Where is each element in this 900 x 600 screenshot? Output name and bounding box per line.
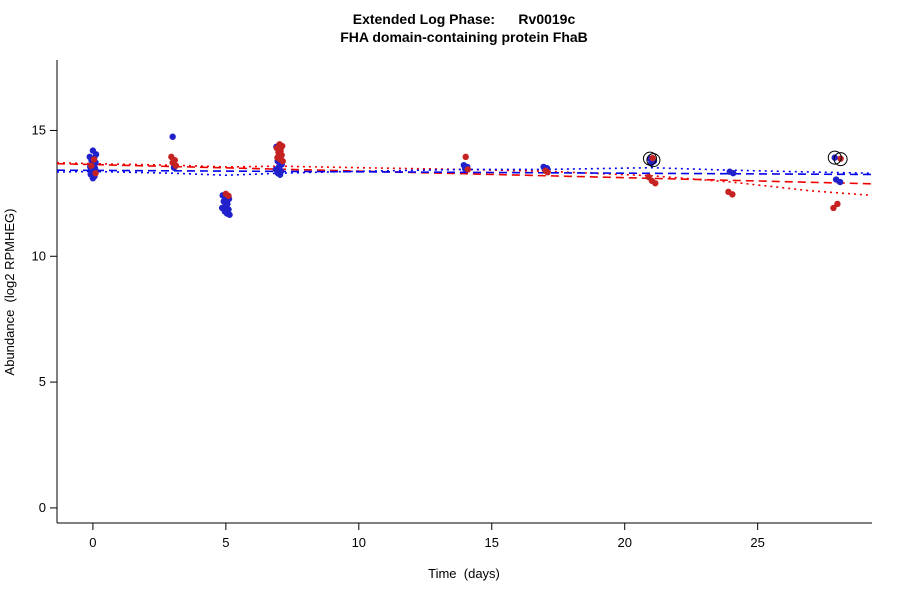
red-data-point <box>172 162 180 169</box>
red-data-point <box>90 156 98 163</box>
chart-title: Extended Log Phase: Rv0019c <box>353 11 576 27</box>
blue-data-point <box>226 211 233 218</box>
blue-data-point <box>836 178 844 186</box>
x-tick-label: 25 <box>750 535 764 550</box>
red-data-point <box>462 153 469 161</box>
outlier-circles <box>642 150 848 168</box>
x-tick-label: 0 <box>89 535 96 550</box>
red-data-point <box>837 155 844 162</box>
red-data-point <box>830 204 837 212</box>
red-loess-fit <box>56 161 873 197</box>
x-tick-label: 10 <box>352 535 366 550</box>
red-data-point <box>88 162 95 169</box>
x-tick-label: 20 <box>617 535 631 550</box>
y-tick-label: 5 <box>39 374 46 389</box>
red-data-point <box>279 157 286 165</box>
red-linear-fit <box>56 162 873 185</box>
red-data-point <box>834 200 841 208</box>
blue-data-point <box>169 133 176 140</box>
x-axis-label: Time (days) <box>428 566 500 581</box>
x-tick-label: 15 <box>485 535 499 550</box>
y-tick-label: 15 <box>32 122 46 137</box>
red-data-point <box>729 191 736 198</box>
y-axis-label: Abundance (log2 RPMHEG) <box>2 209 17 376</box>
y-tick-label: 10 <box>32 248 46 263</box>
y-tick-label: 0 <box>39 500 46 515</box>
blue-loess-fit <box>56 166 873 177</box>
red-data-point <box>464 166 472 173</box>
outlier-circle <box>827 150 842 165</box>
axes: 0 5 10 15 20 25 0 5 10 15 <box>32 60 872 550</box>
blue-data-point <box>276 171 284 178</box>
x-tick-label: 5 <box>222 535 229 550</box>
blue-data-point <box>729 170 737 177</box>
red-data-point <box>544 169 551 176</box>
red-data-point <box>92 170 99 177</box>
blue-data-point <box>89 175 97 182</box>
data-points <box>86 133 844 218</box>
outlier-circle <box>646 153 661 168</box>
red-data-point <box>225 192 232 200</box>
outlier-circle <box>833 152 848 167</box>
red-data-point <box>649 154 656 162</box>
red-data-point <box>652 180 659 187</box>
chart-subtitle: FHA domain-containing protein FhaB <box>340 29 588 45</box>
